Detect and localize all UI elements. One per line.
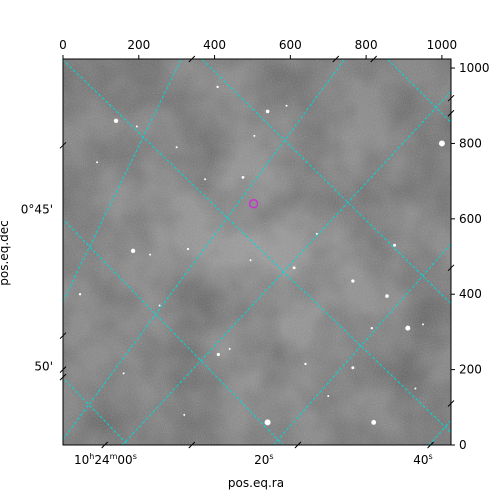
world-tick-mark xyxy=(188,55,196,63)
star xyxy=(158,304,161,307)
star xyxy=(405,325,411,331)
star xyxy=(327,394,330,397)
star xyxy=(393,243,397,247)
star xyxy=(253,134,256,137)
star xyxy=(351,279,355,283)
star xyxy=(285,104,288,107)
top-tick-label: 1000 xyxy=(427,38,458,52)
stars xyxy=(78,85,445,426)
star xyxy=(385,294,389,298)
star xyxy=(175,146,178,149)
star xyxy=(438,140,445,147)
world-tick-mark xyxy=(59,366,67,373)
ra-tick-label: 20s xyxy=(254,452,273,467)
star xyxy=(414,387,417,390)
star xyxy=(135,125,138,128)
world-tick-mark xyxy=(370,55,378,63)
world-tick-mark xyxy=(447,94,455,102)
coordinate-grid xyxy=(63,59,451,445)
right-tick-label: 200 xyxy=(459,363,482,377)
star xyxy=(292,266,296,270)
star xyxy=(371,419,377,425)
star xyxy=(122,372,125,375)
right-tick-label: 1000 xyxy=(459,61,490,75)
star xyxy=(304,362,307,366)
world-tick-mark xyxy=(59,332,67,340)
ra-tick-label: 10h24m00s xyxy=(74,452,137,467)
pixel-axis-ticks: 0 200 400 600 800 1000 0 200 400 600 800 1000 xyxy=(59,38,489,452)
star xyxy=(113,118,119,124)
grid-line-ra xyxy=(201,59,451,305)
sky-image xyxy=(63,59,451,445)
dec-tick-label: 50' xyxy=(34,360,53,374)
world-tick-mark xyxy=(447,264,455,272)
right-tick-label: 600 xyxy=(459,212,482,226)
world-tick-mark xyxy=(188,441,196,449)
star xyxy=(78,293,82,296)
world-axis-ticks: 10h24m00s 20s 40s 0°45' 50' xyxy=(21,55,455,467)
star xyxy=(130,248,136,254)
top-tick-label: 600 xyxy=(279,38,302,52)
world-tick-mark xyxy=(101,441,109,449)
star xyxy=(351,366,355,370)
right-tick-label: 400 xyxy=(459,287,482,301)
right-tick-label: 800 xyxy=(459,136,482,150)
grid-line-dec xyxy=(272,243,451,445)
world-tick-mark xyxy=(447,109,455,117)
top-tick-label: 400 xyxy=(203,38,226,52)
star xyxy=(149,253,152,256)
grid-line-ra xyxy=(63,377,129,445)
grid-line-dec xyxy=(121,90,451,445)
x-axis-label: pos.eq.ra xyxy=(228,476,284,490)
target-marker xyxy=(248,199,259,209)
grid-line-dec xyxy=(63,59,346,441)
world-tick-mark xyxy=(59,373,67,381)
world-tick-mark xyxy=(332,55,340,63)
world-tick-mark xyxy=(427,441,434,449)
dec-tick-label: 0°45' xyxy=(21,202,53,216)
ra-tick-label: 40s xyxy=(413,452,432,467)
marker-layer xyxy=(248,199,259,209)
star xyxy=(249,259,252,262)
star xyxy=(186,247,190,251)
star xyxy=(315,232,318,235)
top-tick-label: 200 xyxy=(127,38,150,52)
world-tick-mark xyxy=(59,141,67,149)
world-tick-mark xyxy=(447,400,455,407)
star xyxy=(183,413,186,416)
star xyxy=(241,175,245,179)
plot-frame xyxy=(62,58,452,446)
star xyxy=(265,109,270,114)
right-tick-label: 0 xyxy=(459,438,467,452)
star xyxy=(264,419,271,426)
top-tick-label: 800 xyxy=(355,38,378,52)
world-tick-mark xyxy=(294,441,302,449)
star xyxy=(370,326,374,330)
top-tick-label: 0 xyxy=(59,38,67,52)
star xyxy=(204,178,207,181)
grid-line-dec xyxy=(63,59,182,303)
star xyxy=(96,161,99,164)
star xyxy=(228,347,231,350)
star xyxy=(421,323,424,326)
y-axis-label: pos.eq.dec xyxy=(0,220,11,285)
star xyxy=(216,352,220,357)
star xyxy=(216,85,219,89)
